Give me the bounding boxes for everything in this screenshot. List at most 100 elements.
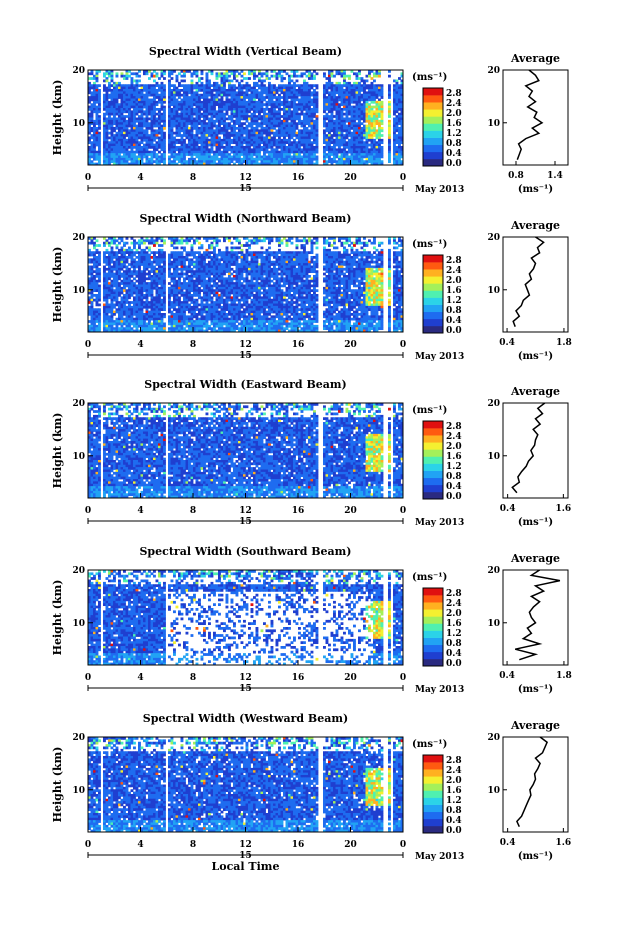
heatmap-cell <box>135 160 139 164</box>
heatmap-cell <box>133 86 136 90</box>
heatmap-cell <box>175 260 179 264</box>
heatmap-cell <box>393 143 396 147</box>
heatmap-cell <box>203 112 206 116</box>
heatmap-cell <box>258 148 261 152</box>
heatmap-cell <box>253 91 256 95</box>
heatmap-cell <box>338 98 341 102</box>
heatmap-cell <box>240 141 244 145</box>
heatmap-cell <box>378 241 381 245</box>
heatmap-cell <box>243 260 246 264</box>
heatmap-cell <box>345 117 349 121</box>
heatmap-cell <box>293 108 296 111</box>
heatmap-cell <box>260 138 264 142</box>
heatmap-cell <box>270 112 274 116</box>
heatmap-cell <box>365 98 369 102</box>
heatmap-cell <box>93 162 96 166</box>
heatmap-cell <box>190 105 194 109</box>
heatmap-cell <box>275 143 279 147</box>
heatmap-cell <box>180 246 184 250</box>
heatmap-cell <box>93 86 96 90</box>
heatmap-cell <box>300 136 304 140</box>
heatmap-cell <box>195 162 199 166</box>
heatmap-cell <box>153 134 156 137</box>
heatmap-cell <box>218 258 221 262</box>
heatmap-cell <box>118 157 121 161</box>
heatmap-cell <box>193 150 196 154</box>
heatmap-cell <box>380 91 384 95</box>
heatmap-cell <box>338 103 341 107</box>
heatmap-cell <box>170 89 174 92</box>
heatmap-cell <box>215 237 219 240</box>
heatmap-cell <box>280 143 284 147</box>
heatmap-cell <box>343 153 346 156</box>
heatmap-cell <box>358 84 361 88</box>
heatmap-cell <box>368 143 371 147</box>
heatmap-cell <box>233 251 236 255</box>
heatmap-cell <box>398 103 401 107</box>
heatmap-cell <box>350 138 354 142</box>
heatmap-cell <box>203 251 206 255</box>
heatmap-cell <box>223 141 226 145</box>
heatmap-cell <box>303 251 306 255</box>
heatmap-cell <box>325 258 329 262</box>
heatmap-cell <box>133 89 136 92</box>
heatmap-cell <box>148 141 151 145</box>
heatmap-cell <box>255 100 259 104</box>
heatmap-cell <box>325 89 329 92</box>
heatmap-cell <box>400 134 404 137</box>
heatmap-cell <box>210 98 214 102</box>
heatmap-cell <box>275 153 279 156</box>
heatmap-cell <box>123 115 126 118</box>
heatmap-cell <box>368 153 371 156</box>
heatmap-cell <box>280 157 284 161</box>
heatmap-cell <box>223 100 226 104</box>
heatmap-cell <box>290 146 294 149</box>
heatmap-cell <box>280 256 284 259</box>
heatmap-cell <box>113 127 116 130</box>
heatmap-cell <box>93 256 96 259</box>
heatmap-cell <box>393 108 396 111</box>
heatmap-cell <box>215 86 219 90</box>
heatmap-cell <box>270 110 274 114</box>
heatmap-cell <box>208 93 211 97</box>
heatmap-cell <box>175 91 179 95</box>
heatmap-cell <box>258 108 261 111</box>
heatmap-cell <box>128 105 131 109</box>
heatmap-cell <box>208 122 211 126</box>
heatmap-cell <box>195 237 199 240</box>
heatmap-cell <box>230 117 234 121</box>
heatmap-cell <box>355 153 359 156</box>
heatmap-cell <box>365 251 369 255</box>
heatmap-cell <box>313 124 316 128</box>
heatmap-cell <box>393 256 396 259</box>
heatmap-cell <box>338 162 341 166</box>
heatmap-cell <box>273 84 276 88</box>
heatmap-cell <box>335 96 339 99</box>
heatmap-cell <box>133 79 136 83</box>
heatmap-cell <box>273 70 276 73</box>
heatmap-cell <box>268 258 271 262</box>
heatmap-cell <box>258 84 261 88</box>
heatmap-cell <box>290 155 294 159</box>
heatmap-cell <box>123 74 126 78</box>
heatmap-cell <box>248 136 251 140</box>
heatmap-cell <box>128 96 131 99</box>
heatmap-cell <box>280 119 284 123</box>
heatmap-cell <box>285 98 289 102</box>
heatmap-cell <box>153 70 156 73</box>
heatmap-cell <box>188 141 191 145</box>
heatmap-cell <box>170 239 174 243</box>
heatmap-cell <box>313 134 316 137</box>
heatmap-cell <box>128 162 131 166</box>
heatmap-cell <box>380 110 384 114</box>
heatmap-cell <box>98 155 101 159</box>
heatmap-cell <box>305 251 309 255</box>
heatmap-cell <box>303 143 306 147</box>
heatmap-cell <box>175 138 179 142</box>
heatmap-cell <box>95 110 99 114</box>
heatmap-cell <box>185 119 189 123</box>
heatmap-cell <box>110 256 114 259</box>
heatmap-cell <box>205 108 209 111</box>
heatmap-cell <box>88 141 91 145</box>
heatmap-cell <box>118 258 121 262</box>
